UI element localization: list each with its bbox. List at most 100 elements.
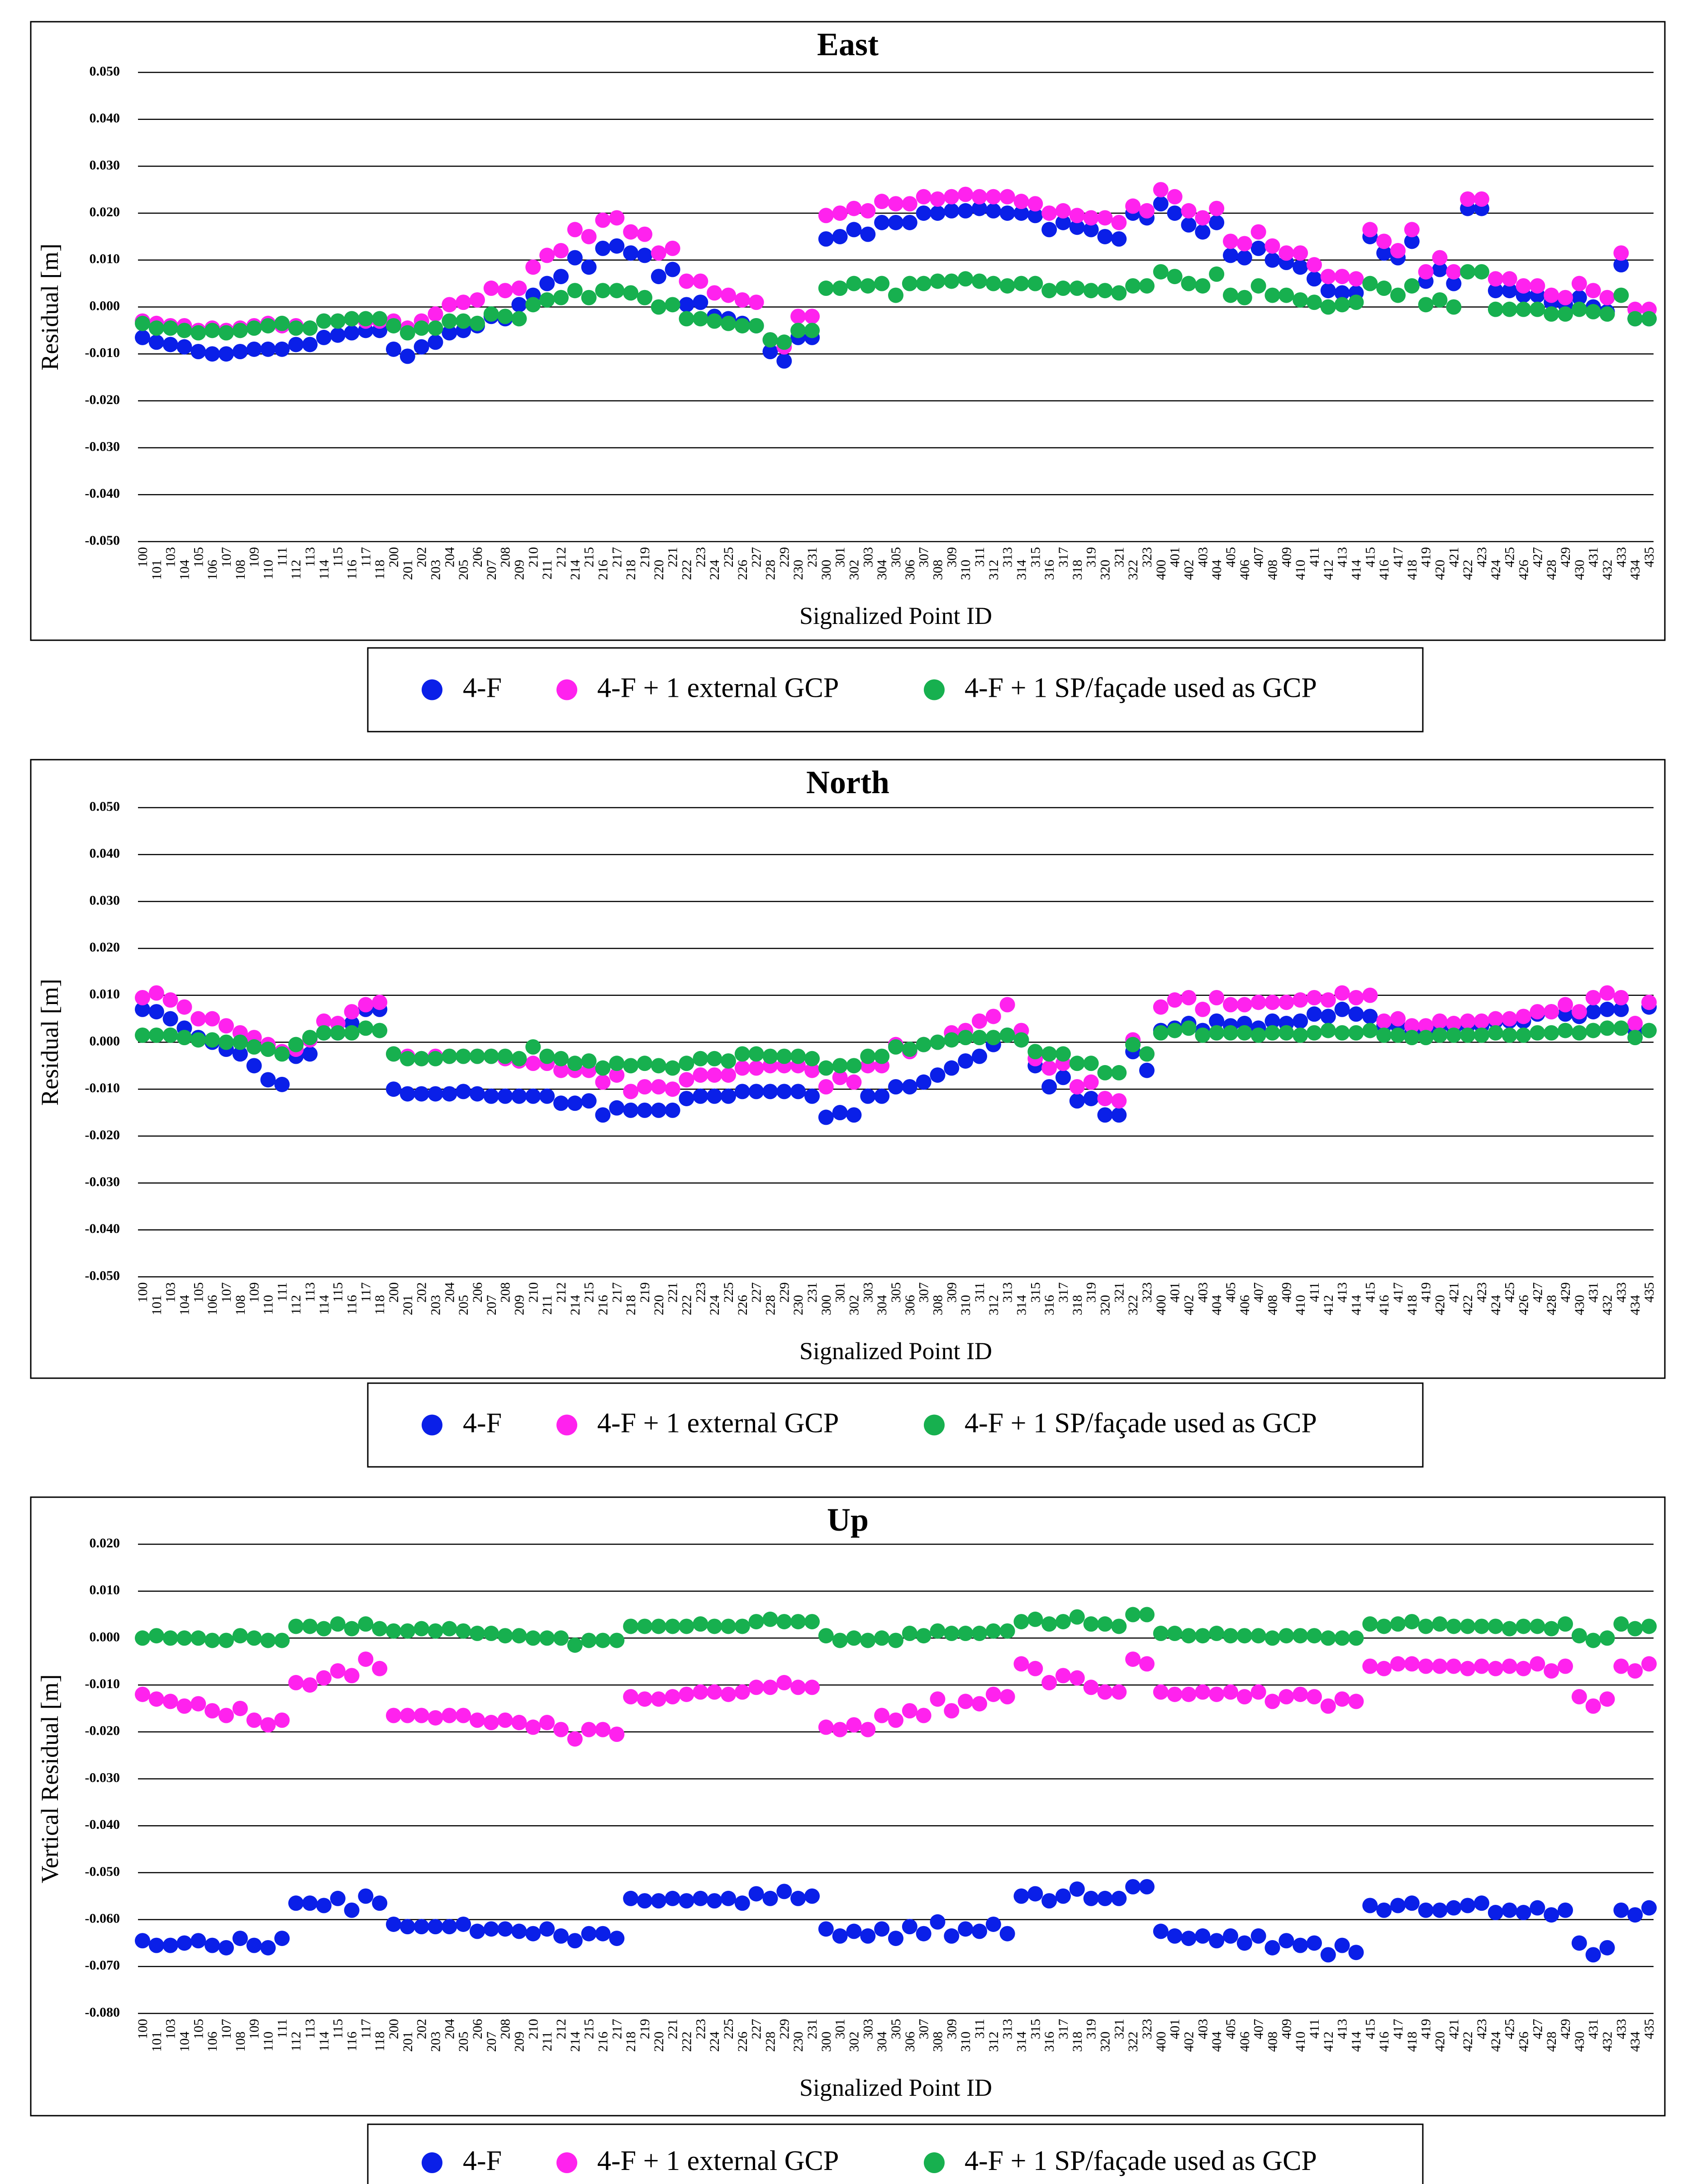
data-point	[776, 1048, 792, 1064]
data-point	[1474, 264, 1489, 280]
data-point	[790, 1890, 806, 1906]
data-point	[1320, 1630, 1336, 1646]
x-tick-label: 224	[707, 1295, 722, 1315]
data-point	[302, 320, 318, 336]
data-point	[1446, 1658, 1462, 1674]
data-point	[665, 1618, 680, 1634]
data-point	[776, 1884, 792, 1899]
data-point	[1195, 210, 1211, 226]
data-point	[1641, 1656, 1657, 1672]
data-point	[219, 1708, 234, 1723]
data-point	[1055, 1888, 1071, 1904]
x-tick-label: 408	[1265, 1295, 1280, 1315]
data-point	[944, 1060, 960, 1076]
x-tick-label: 200	[386, 2019, 401, 2039]
data-point	[1376, 1013, 1392, 1029]
data-point	[1209, 1013, 1225, 1029]
x-tick-label: 100	[135, 2019, 150, 2039]
x-tick-label: 105	[191, 1282, 206, 1303]
data-point	[762, 1048, 778, 1064]
x-tick-label: 226	[735, 2032, 750, 2052]
data-point	[958, 271, 974, 287]
data-point	[204, 323, 220, 338]
x-tick-label: 403	[1195, 2019, 1210, 2039]
data-point	[902, 1079, 917, 1095]
x-tick-label: 217	[609, 2019, 624, 2039]
data-point	[1167, 1023, 1183, 1038]
data-point	[1502, 301, 1517, 317]
series-c	[135, 1020, 1657, 1080]
x-tick-label: 205	[456, 2032, 471, 2052]
data-point	[1376, 1027, 1392, 1043]
data-point	[1041, 1616, 1057, 1632]
x-tick-label: 217	[609, 547, 624, 567]
data-point	[595, 1060, 611, 1076]
data-point	[1571, 1004, 1587, 1020]
data-point	[1097, 283, 1113, 299]
data-point	[344, 1621, 360, 1637]
x-tick-label: 319	[1084, 547, 1099, 567]
data-point	[637, 226, 652, 242]
x-tick-label: 202	[414, 547, 429, 567]
data-point	[860, 1088, 876, 1104]
data-point	[790, 1048, 806, 1064]
data-point	[344, 325, 360, 341]
data-point	[358, 1888, 374, 1904]
x-tick-label: 115	[331, 1282, 346, 1302]
data-point	[930, 1067, 946, 1083]
data-point	[1209, 1025, 1225, 1041]
x-tick-label: 225	[721, 1282, 736, 1303]
x-tick-label: 412	[1321, 2032, 1336, 2052]
data-point	[1223, 233, 1238, 249]
data-point	[288, 320, 304, 336]
data-point	[1055, 1614, 1071, 1630]
data-point	[553, 243, 569, 259]
x-tick-label: 100	[135, 1282, 150, 1303]
x-tick-label: 302	[847, 2032, 862, 2052]
data-point	[693, 1051, 708, 1066]
data-point	[344, 1902, 360, 1918]
data-point	[1334, 285, 1350, 301]
data-point	[302, 337, 318, 352]
x-tick-label: 113	[303, 2019, 318, 2039]
data-point	[1571, 301, 1587, 317]
data-point	[762, 1084, 778, 1099]
legend: 4-F 4-F + 1 external GCP 4-F + 1 SP/façade…	[367, 647, 1424, 733]
data-point	[1571, 1025, 1587, 1041]
chart-frame	[30, 1496, 1666, 2117]
x-tick-label: 111	[275, 547, 290, 566]
data-point	[609, 1931, 625, 1946]
data-point	[1390, 1656, 1406, 1672]
x-tick-label: 215	[582, 1282, 597, 1303]
data-point	[944, 1928, 960, 1944]
data-point	[148, 334, 164, 350]
data-point	[804, 1051, 820, 1066]
data-point	[1627, 1016, 1643, 1032]
data-point	[1530, 1656, 1545, 1672]
x-tick-label: 216	[596, 560, 611, 580]
x-tick-label: 226	[735, 1295, 750, 1315]
x-tick-label: 402	[1182, 1295, 1197, 1315]
x-tick-label: 211	[540, 560, 555, 580]
y-tick-label: -0.050	[85, 1864, 120, 1879]
y-tick-label: 0.050	[90, 799, 120, 814]
x-tick-label: 427	[1530, 547, 1545, 567]
data-point	[944, 1626, 960, 1642]
data-point	[734, 318, 750, 333]
data-point	[1390, 287, 1406, 303]
data-point	[525, 1088, 541, 1104]
x-tick-label: 414	[1349, 2032, 1364, 2052]
data-point	[985, 1686, 1001, 1702]
data-point	[888, 214, 903, 230]
data-point	[413, 1621, 429, 1637]
x-tick-label: 323	[1140, 2019, 1155, 2039]
data-point	[1641, 1618, 1657, 1634]
data-point	[246, 1039, 262, 1055]
x-tick-label: 315	[1028, 2019, 1043, 2039]
data-point	[302, 1030, 318, 1046]
data-point	[916, 1037, 932, 1052]
data-point	[1558, 1902, 1573, 1918]
x-tick-label: 435	[1642, 2019, 1657, 2039]
data-point	[902, 196, 917, 212]
data-point	[1530, 1025, 1545, 1041]
